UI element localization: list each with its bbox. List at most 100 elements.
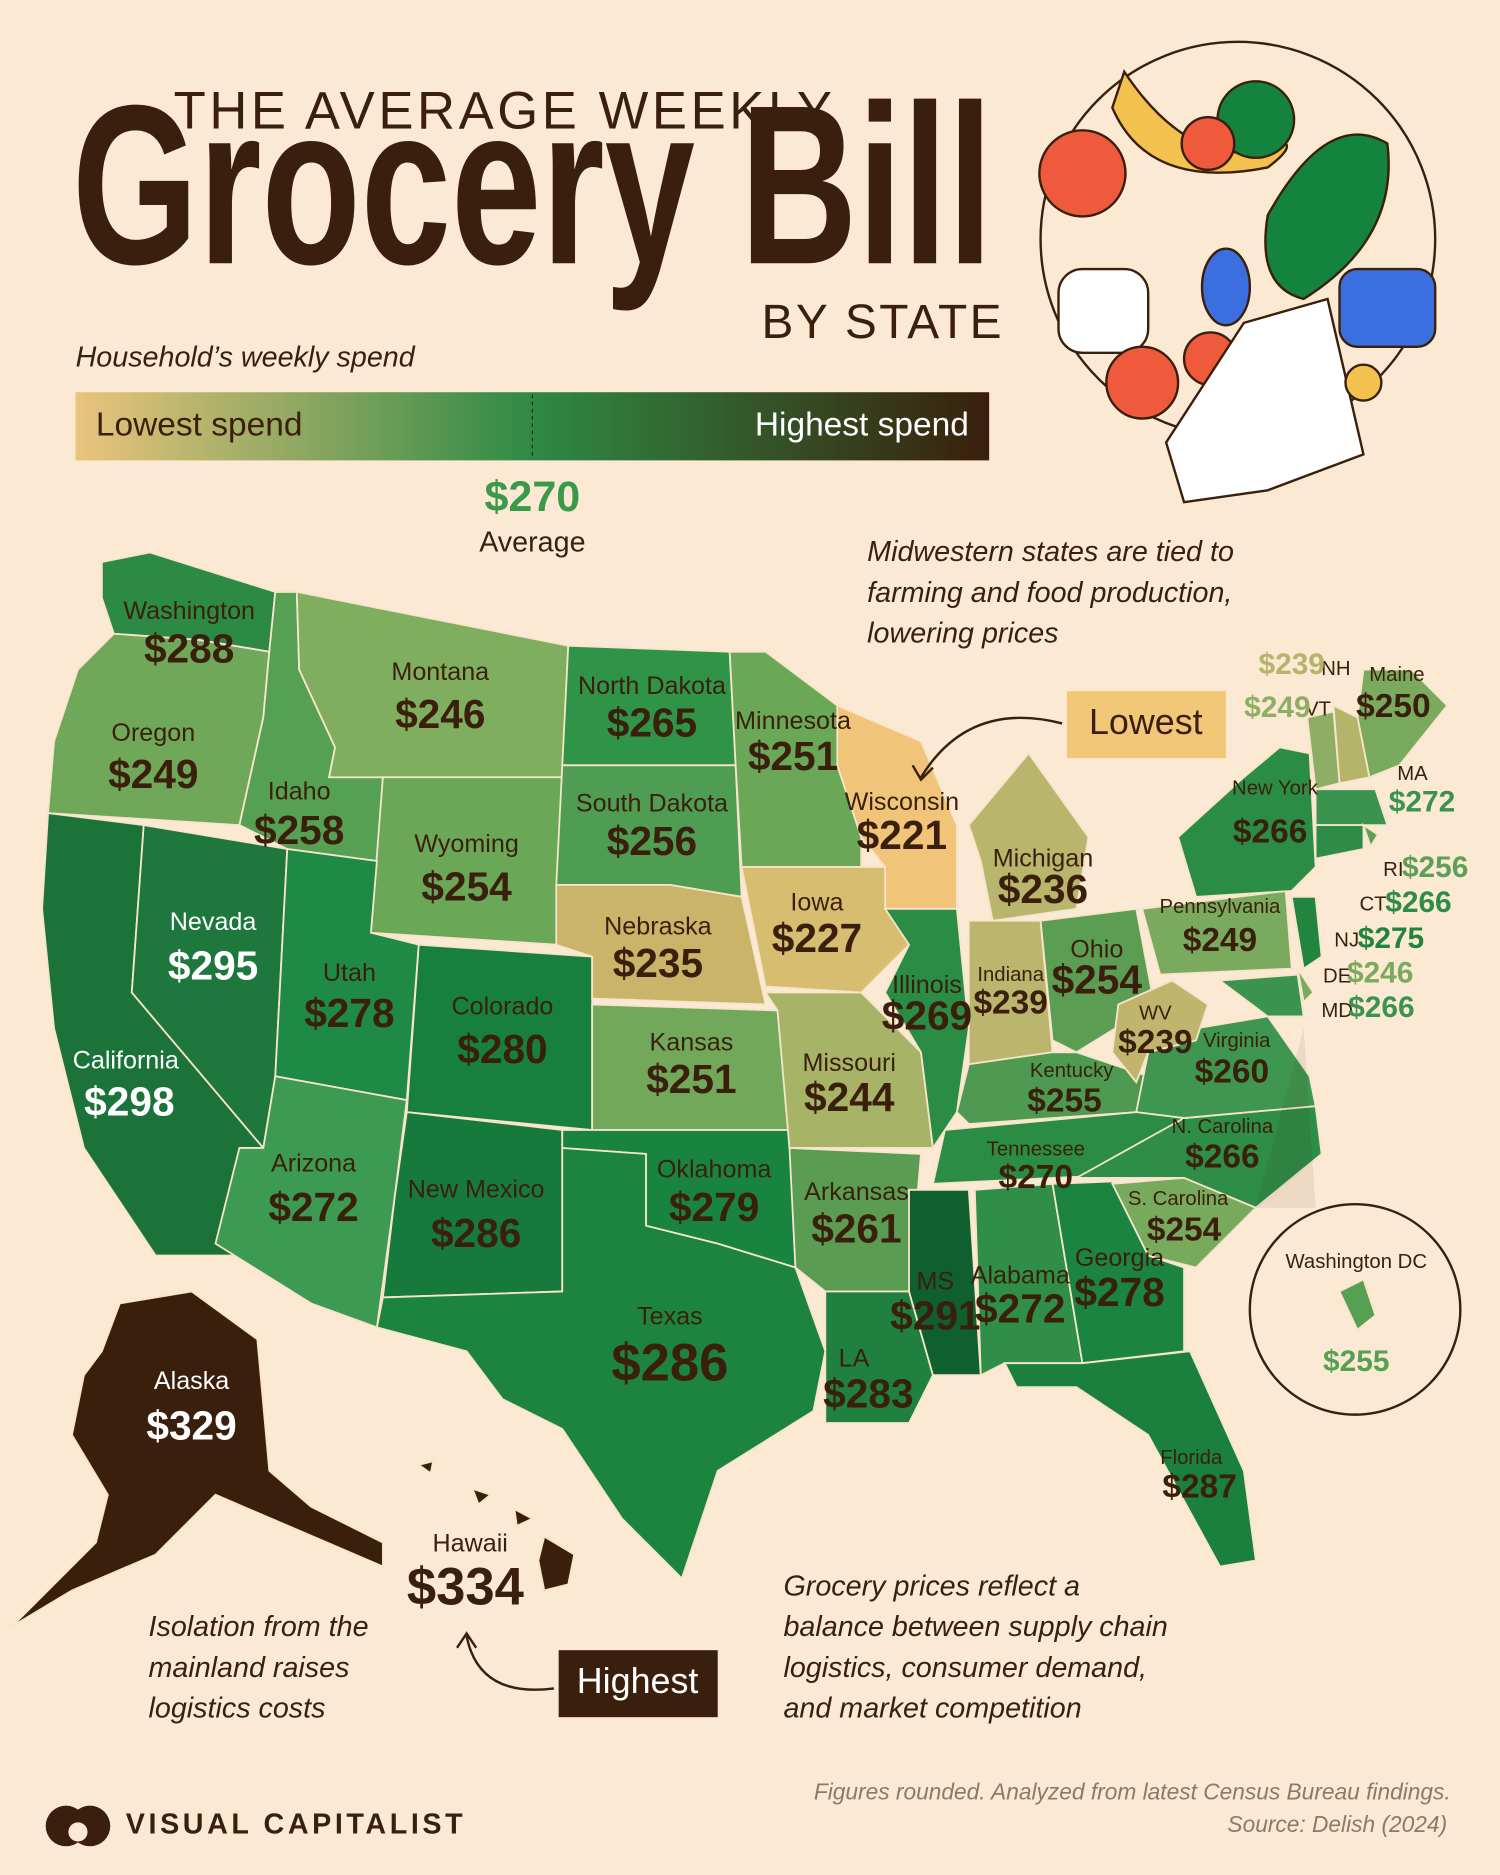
state-value: $249	[108, 751, 198, 797]
lowest-arrowhead	[911, 764, 934, 782]
state-value: $286	[431, 1210, 521, 1256]
state-name: MD	[1321, 1000, 1353, 1022]
state-value: $334	[407, 1557, 524, 1616]
state	[908, 1188, 982, 1377]
state-name: Alabama	[971, 1262, 1070, 1290]
state-value: $239	[1118, 1024, 1192, 1061]
dc-inset	[1248, 1202, 1462, 1416]
state-name: Tennessee	[987, 1139, 1085, 1161]
state	[11, 1290, 384, 1628]
state	[1177, 746, 1317, 898]
kicker: THE AVERAGE WEEKLY	[174, 82, 836, 141]
state-value: $272	[975, 1286, 1065, 1332]
state-name: S. Carolina	[1128, 1188, 1229, 1210]
state	[416, 1460, 435, 1475]
state	[513, 1507, 535, 1528]
state-name: New Mexico	[408, 1176, 545, 1204]
state-value: $279	[669, 1184, 759, 1230]
state-value: $256	[1402, 851, 1468, 884]
lowest-callout: Lowest	[1089, 702, 1203, 742]
state-name: North Dakota	[578, 672, 726, 700]
state-name: MS	[917, 1268, 955, 1296]
state	[1141, 889, 1293, 976]
state-value: $221	[857, 812, 947, 858]
state-value: $244	[804, 1074, 895, 1120]
highest-box	[558, 1650, 718, 1718]
state-name: Wyoming	[414, 830, 518, 858]
state	[740, 866, 911, 994]
illustration	[1038, 40, 1437, 504]
lowest-box	[1066, 691, 1226, 759]
annotation: logistics, consumer demand,	[783, 1652, 1147, 1684]
state-name: Washington	[123, 597, 255, 625]
state-value: $260	[1195, 1054, 1269, 1091]
annotation: Grocery prices reflect a	[783, 1571, 1080, 1603]
state-name: RI	[1383, 859, 1403, 881]
state-value: $251	[748, 733, 838, 779]
state-value: $227	[772, 915, 862, 961]
state-value: $283	[823, 1370, 913, 1416]
map	[11, 551, 1449, 1628]
state-value: $329	[146, 1403, 236, 1449]
state	[471, 1487, 493, 1506]
state-value: $246	[395, 691, 485, 737]
state-name: Oregon	[111, 719, 195, 747]
annotations: Midwestern states are tied to farming and…	[149, 536, 1234, 1724]
annotation: Midwestern states are tied to	[867, 536, 1234, 568]
state-name: Kentucky	[1030, 1060, 1114, 1082]
state	[1003, 1350, 1257, 1568]
state-name: Georgia	[1075, 1244, 1164, 1272]
legend-high: Highest spend	[755, 407, 969, 444]
state-value: $269	[882, 993, 972, 1039]
state-value: $288	[144, 625, 234, 671]
state-value: $272	[268, 1184, 358, 1230]
state-value: $249	[1244, 691, 1310, 724]
title: Grocery Bill	[72, 58, 993, 312]
state-name: Utah	[323, 959, 376, 987]
state-value: $254	[1052, 957, 1143, 1003]
state-name: Indiana	[977, 964, 1044, 986]
state-name: Texas	[637, 1302, 703, 1330]
state-name: Nevada	[170, 908, 257, 936]
state-value: $250	[1356, 688, 1430, 725]
state-name: NJ	[1334, 929, 1359, 951]
state-name: N. Carolina	[1172, 1116, 1274, 1138]
state	[967, 751, 1090, 922]
state-name: Nebraska	[604, 913, 711, 941]
state-name: Minnesota	[735, 707, 851, 735]
state-name: Arkansas	[804, 1178, 909, 1206]
state	[375, 1146, 827, 1581]
highest-arrow	[465, 1635, 555, 1691]
state	[1314, 824, 1365, 860]
state-value: $266	[1385, 886, 1451, 919]
state	[883, 907, 970, 1151]
brand: VISUAL CAPITALIST	[126, 1809, 466, 1841]
state	[369, 776, 564, 946]
state-name: Michigan	[993, 844, 1093, 872]
state-name: Wisconsin	[845, 788, 959, 816]
state-name: Montana	[391, 658, 489, 686]
state-value: $239	[973, 984, 1047, 1021]
footer-note: Figures rounded. Analyzed from latest Ce…	[814, 1779, 1451, 1805]
state-name: New York	[1232, 778, 1319, 800]
annotation: mainland raises	[149, 1652, 350, 1684]
state	[1110, 1176, 1258, 1269]
state-value: $287	[1162, 1469, 1236, 1506]
state-value: $266	[1185, 1139, 1259, 1176]
state-value: $275	[1358, 922, 1424, 955]
state-name: Iowa	[790, 889, 843, 917]
highest-callout: Highest	[577, 1661, 699, 1701]
legend-low: Lowest spend	[96, 407, 303, 444]
state-name: WV	[1139, 1002, 1172, 1024]
state-name: CT	[1359, 894, 1386, 916]
state	[537, 1535, 576, 1592]
lowest-arrow	[919, 716, 1063, 778]
state-value: $239	[1258, 648, 1324, 681]
state-value: $258	[254, 807, 344, 853]
state-name: Alaska	[154, 1367, 229, 1395]
state	[555, 883, 767, 1006]
state-name: Arizona	[271, 1149, 356, 1177]
state-name: Hawaii	[433, 1530, 508, 1558]
state-name: LA	[839, 1344, 870, 1372]
